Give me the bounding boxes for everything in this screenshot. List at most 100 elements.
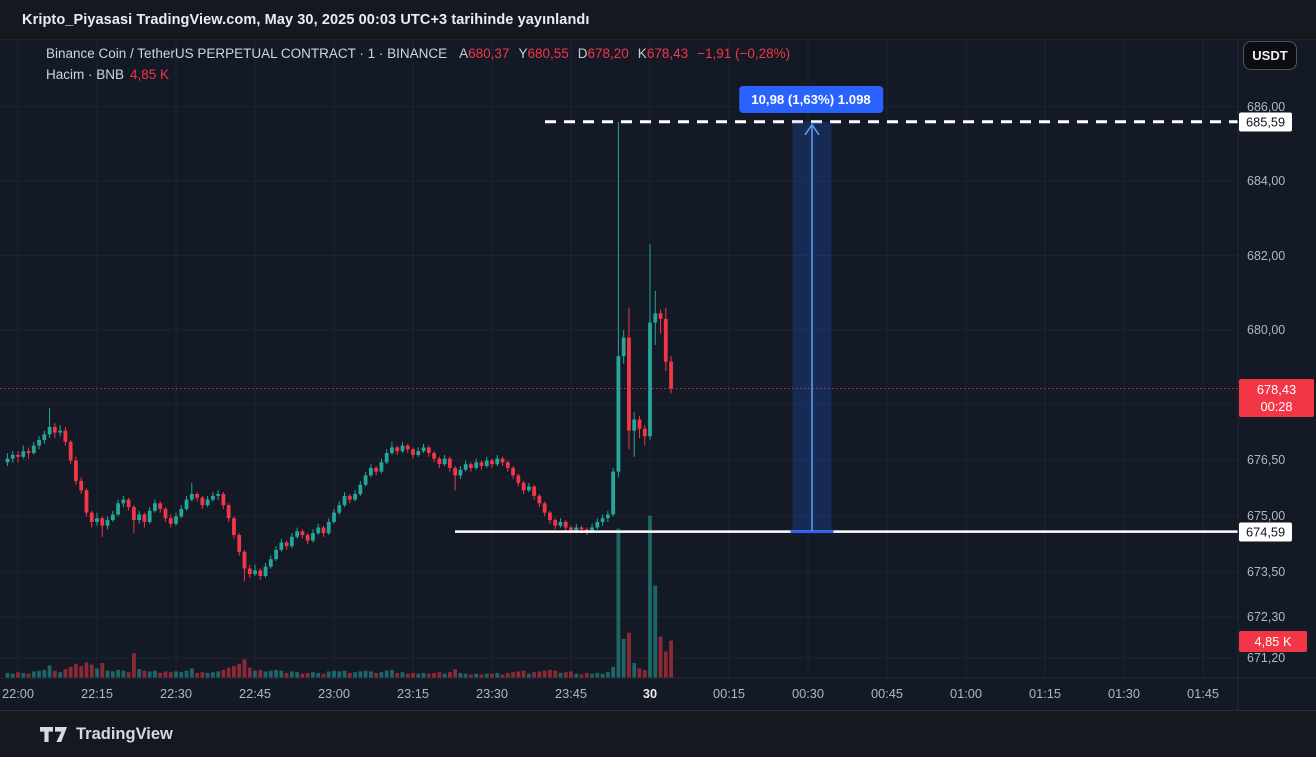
candle [368, 467, 373, 476]
time-tick-label: 00:45 [870, 686, 904, 701]
volume-bar [89, 664, 94, 678]
volume-bar [421, 672, 426, 678]
volume-bar [232, 666, 236, 678]
publish-banner: Kripto_Piyasasi TradingView.com, May 30,… [0, 0, 1316, 40]
volume-bar [474, 673, 479, 678]
volume-bar [574, 673, 579, 678]
volume-bar [526, 673, 531, 678]
volume-bar [179, 672, 184, 678]
candle [537, 495, 542, 504]
volume-bar [342, 670, 347, 678]
volume-value-tag: 4,85 K [1239, 630, 1307, 652]
volume-bar [648, 515, 652, 678]
tradingview-brand-link[interactable]: TradingView [40, 711, 173, 757]
candle [395, 447, 400, 452]
candle [511, 467, 515, 476]
volume-bar [390, 669, 394, 678]
low-price-tag: 674,59 [1239, 522, 1293, 542]
candle [126, 499, 131, 508]
close-value: 678,43 [646, 46, 689, 61]
volume-bar [416, 673, 421, 678]
volume-bar [100, 663, 105, 678]
candle [268, 559, 273, 567]
volume-bar [268, 670, 273, 678]
time-tick-label: 23:45 [554, 686, 588, 701]
volume-bar [663, 651, 668, 678]
candle [200, 497, 205, 506]
candle [274, 549, 278, 560]
volume-bar [337, 671, 342, 678]
volume-bar [521, 670, 526, 678]
candle [10, 454, 15, 459]
footer-bar: TradingView [0, 710, 1316, 756]
candle [653, 313, 658, 323]
publish-banner-text: Kripto_Piyasasi TradingView.com, May 30,… [22, 12, 590, 28]
candle [447, 458, 452, 468]
price-tick-label: 673,50 [1247, 565, 1286, 580]
candle [226, 505, 231, 519]
volume-bar [437, 672, 442, 678]
candle [569, 527, 573, 532]
candle [105, 520, 110, 526]
time-tick-label: 30 [642, 686, 658, 701]
volume-bar [516, 671, 521, 678]
candle [637, 419, 642, 429]
candle [400, 445, 405, 452]
volume-bar [321, 673, 326, 678]
volume-study-title: Hacim · BNB [46, 67, 125, 82]
volume-bar [142, 670, 147, 678]
volume-bar [258, 669, 263, 678]
candle [74, 460, 78, 481]
volume-bar [47, 665, 52, 678]
volume-bar [548, 669, 552, 678]
candle [484, 460, 489, 467]
volume-bar [532, 672, 537, 678]
volume-legend[interactable]: Hacim · BNB 4,85 K [46, 67, 169, 82]
candle [432, 453, 436, 459]
time-tick-label: 23:15 [396, 686, 430, 701]
candle [63, 430, 68, 442]
volume-bar [195, 672, 199, 678]
candle [490, 460, 494, 465]
candle [168, 518, 173, 524]
currency-toggle-button[interactable]: USDT [1243, 41, 1297, 70]
candle [42, 434, 47, 440]
volume-bar [332, 670, 336, 678]
volume-bar [200, 672, 205, 678]
volume-bar [137, 669, 142, 678]
candle [26, 451, 31, 454]
candle [590, 527, 594, 532]
volume-bar [479, 674, 484, 678]
volume-bar [379, 672, 384, 678]
candle [316, 527, 321, 534]
candle [416, 451, 421, 455]
candle [553, 520, 558, 526]
candle [258, 570, 263, 576]
measure-range-tool [790, 121, 834, 534]
candle [542, 503, 547, 513]
high-value: 680,55 [527, 46, 569, 61]
volume-bar [84, 662, 89, 678]
volume-bar [432, 672, 436, 678]
high-key: Y [518, 46, 528, 61]
candle [184, 499, 189, 509]
volume-bar [463, 673, 468, 678]
candle [458, 469, 463, 476]
candle [605, 514, 610, 519]
volume-bar [279, 670, 284, 678]
candle [579, 527, 584, 530]
candle [663, 318, 668, 362]
time-tick-label: 23:00 [317, 686, 351, 701]
volume-bar [611, 666, 616, 678]
candle [548, 512, 552, 521]
candle [163, 508, 168, 519]
price-tick-label: 686,00 [1247, 99, 1286, 114]
candle [642, 428, 647, 437]
volume-bar [569, 671, 573, 678]
last-price-tag: 678,43 00:28 [1239, 378, 1314, 417]
symbol-legend[interactable]: Binance Coin / TetherUS PERPETUAL CONTRA… [46, 46, 790, 61]
volume-bar [210, 672, 215, 678]
candle [479, 462, 484, 467]
